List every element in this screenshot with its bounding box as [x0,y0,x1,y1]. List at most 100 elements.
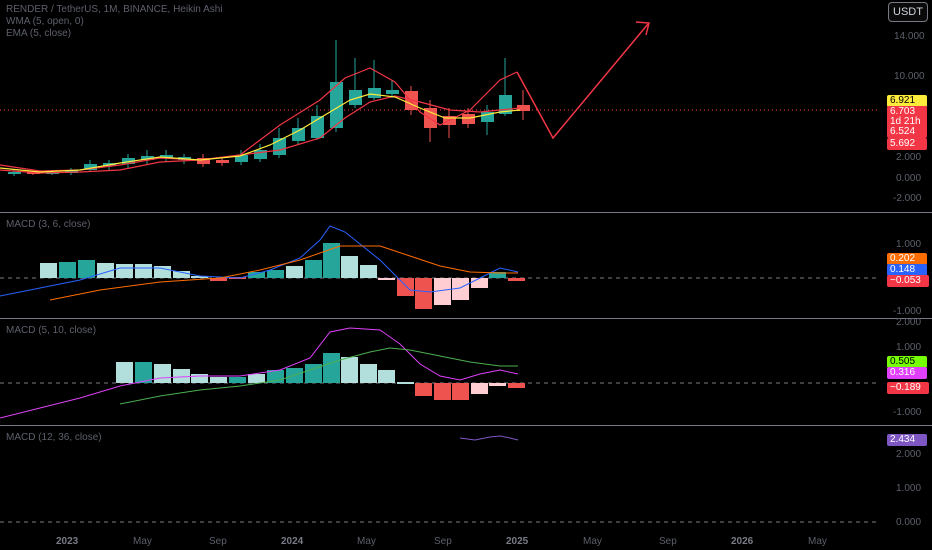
macd1-hist-tag: −0.053 [887,275,929,287]
macd2-hist-bar [378,370,395,383]
macd1-hist-bar [471,278,488,288]
pane-divider[interactable] [0,212,932,213]
close-price-tag: 6.703 [887,106,927,118]
macd1-hist-bar [452,278,469,300]
time-axis-label: 2025 [506,536,529,547]
macd2-hist-bar [341,357,358,383]
candle-body [141,156,154,160]
candle-body [481,112,494,122]
time-axis-label: May [357,536,376,547]
macd1-hist-bar [135,264,152,278]
macd1-hist-bar [78,260,95,278]
current-price-tag: 6.921 [887,95,927,107]
candle-body [216,160,229,163]
macd2-line [0,327,519,419]
ema-line [0,93,521,173]
macd2-hist-bar [173,369,190,383]
macd2-axis-label: 2.000 [896,317,922,328]
macd1-hist-bar [59,262,76,278]
macd2-hist-bar [397,382,414,384]
candle-body [160,155,173,158]
macd2-signal-tag: 0.505 [887,356,927,368]
time-axis-label: Sep [434,536,452,547]
candle-body [517,105,530,111]
trend-line [0,67,518,172]
wma-price-tag: 6.524 [887,126,927,138]
macd1-hist-bar [397,278,414,296]
macd2-legend[interactable]: MACD (5, 10, close) [6,325,97,336]
macd2-hist-bar [305,364,322,383]
macd1-hist-bar [323,243,340,278]
macd2-hist-bar [471,383,488,394]
macd2-hist-bar [154,364,171,383]
countdown-tag: 1d 21h [887,116,927,128]
macd1-hist-bar [248,272,265,278]
macd1-hist-bar [360,265,377,278]
macd2-hist-bar [415,383,432,396]
macd1-hist-bar [286,266,303,278]
macd1-hist-bar [434,278,451,305]
wma-line [0,95,521,174]
symbol-legend[interactable]: RENDER / TetherUS, 1M, BINANCE, Heikin A… [6,4,223,15]
macd2-hist-bar [360,364,377,383]
ema-price-tag: 5.692 [887,138,927,150]
macd2-macd-tag: 0.316 [887,367,927,379]
time-axis-label: 2023 [56,536,79,547]
macd2-hist-tag: −0.189 [887,382,929,394]
price-axis-label: -2.000 [893,193,922,204]
candle-body [349,90,362,105]
macd1-hist-bar [305,260,322,278]
wma-legend[interactable]: WMA (5, open, 0) [6,16,84,27]
macd1-axis-label: 1.000 [896,239,922,250]
macd2-hist-bar [508,383,525,388]
macd1-signal-tag: 0.202 [887,253,927,265]
macd1-hist-bar [378,278,395,280]
macd1-hist-bar [191,276,208,278]
macd3-legend[interactable]: MACD (12, 36, close) [6,432,102,443]
macd1-legend[interactable]: MACD (3, 6, close) [6,219,91,230]
macd3-line [459,435,519,441]
macd2-hist-bar [229,377,246,383]
candle-body [197,158,210,164]
macd2-hist-bar [210,377,227,383]
macd1-hist-bar [341,256,358,278]
macd2-hist-bar [434,383,451,400]
candle-body [386,90,399,94]
macd1-hist-bar [508,278,525,281]
candle-body [330,82,343,128]
macd2-hist-bar [191,374,208,383]
pane-divider[interactable] [0,318,932,319]
macd1-hist-bar [267,270,284,278]
macd1-hist-bar [489,272,506,278]
macd1-hist-bar [415,278,432,309]
ema-legend[interactable]: EMA (5, close) [6,28,72,39]
candle-body [84,164,97,170]
pane-divider[interactable] [0,425,932,426]
currency-button[interactable]: USDT [888,2,928,22]
candle-body [254,150,267,159]
macd2-signal [119,347,518,405]
macd3-axis-label: 0.000 [896,517,922,528]
macd1-hist-bar [210,278,227,281]
time-axis-label: Sep [659,536,677,547]
candle-body [65,170,78,173]
time-axis-label: May [133,536,152,547]
macd1-line [0,225,519,297]
time-axis-label: 2026 [731,536,754,547]
macd2-hist-bar [116,362,133,383]
macd1-signal [49,245,518,301]
projection-line [516,23,649,140]
price-axis-label: 2.000 [896,152,922,163]
candle-body [292,128,305,141]
candle-body [122,158,135,164]
price-axis-label: 0.000 [896,173,922,184]
macd2-axis-label: 1.000 [896,342,922,353]
projection-arrowhead [635,21,650,36]
price-axis-label: 14.000 [894,31,925,42]
price-axis-label: 10.000 [894,71,925,82]
macd2-hist-bar [248,374,265,383]
macd1-hist-bar [173,271,190,278]
macd1-hist-bar [40,263,57,278]
macd2-hist-bar [452,383,469,400]
